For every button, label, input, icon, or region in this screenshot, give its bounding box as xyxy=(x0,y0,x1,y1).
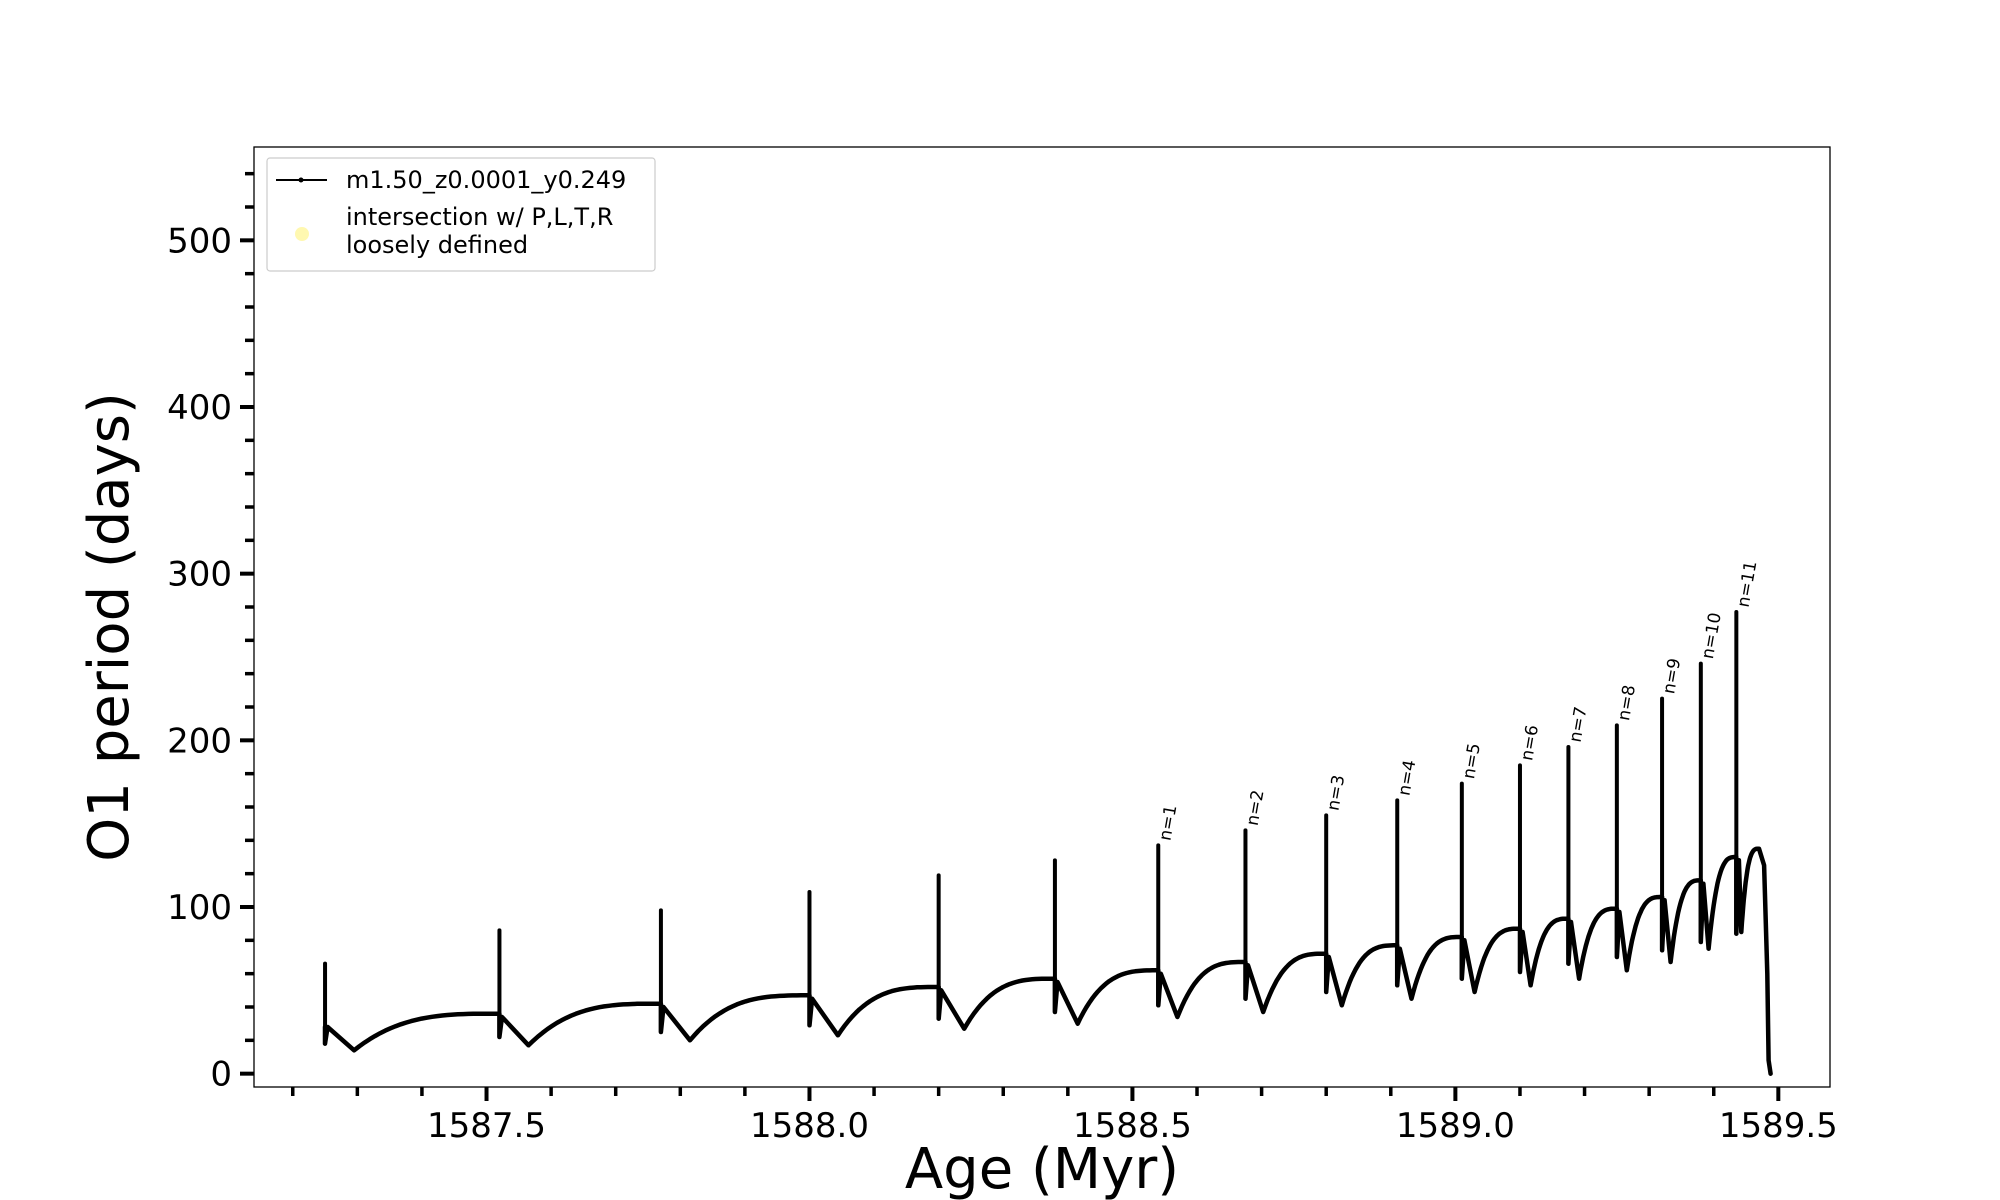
series-line xyxy=(322,846,1773,1076)
legend-box xyxy=(266,157,656,272)
x-tick-label: 1588.5 xyxy=(1073,1106,1192,1146)
legend-label-line: intersection w/ P,L,T,R xyxy=(346,203,613,231)
y-tick-label: 100 xyxy=(167,888,232,928)
legend-label-series: m1.50_z0.0001_y0.249 xyxy=(346,166,626,194)
x-tick-label: 1588.0 xyxy=(750,1106,869,1146)
legend-line-dot xyxy=(298,177,304,183)
y-tick-label: 500 xyxy=(167,221,232,261)
x-tick-label: 1589.5 xyxy=(1719,1106,1838,1146)
legend-label-intersection: intersection w/ P,L,T,R loosely defined xyxy=(346,203,613,259)
y-tick-label: 400 xyxy=(167,388,232,428)
x-axis-title: Age (Myr) xyxy=(905,1137,1179,1200)
legend-label-line: loosely defined xyxy=(346,231,528,259)
y-tick-label: 0 xyxy=(210,1055,232,1095)
y-tick-label: 200 xyxy=(167,721,232,761)
x-tick-label: 1589.0 xyxy=(1396,1106,1515,1146)
x-axis: 1587.5 1588.0 1588.5 1589.0 1589.5 xyxy=(291,1087,1838,1146)
plot-frame xyxy=(253,146,1831,1088)
pulse-spikes xyxy=(323,610,1739,1046)
y-tick-label: 300 xyxy=(167,555,232,595)
legend-intersection-marker xyxy=(295,227,309,241)
x-tick-label: 1587.5 xyxy=(427,1106,546,1146)
y-axis-title: O1 period (days) xyxy=(77,392,142,862)
legend: m1.50_z0.0001_y0.249 intersection w/ P,L… xyxy=(266,157,656,272)
y-axis: 0 100 200 300 400 500 xyxy=(167,171,254,1095)
